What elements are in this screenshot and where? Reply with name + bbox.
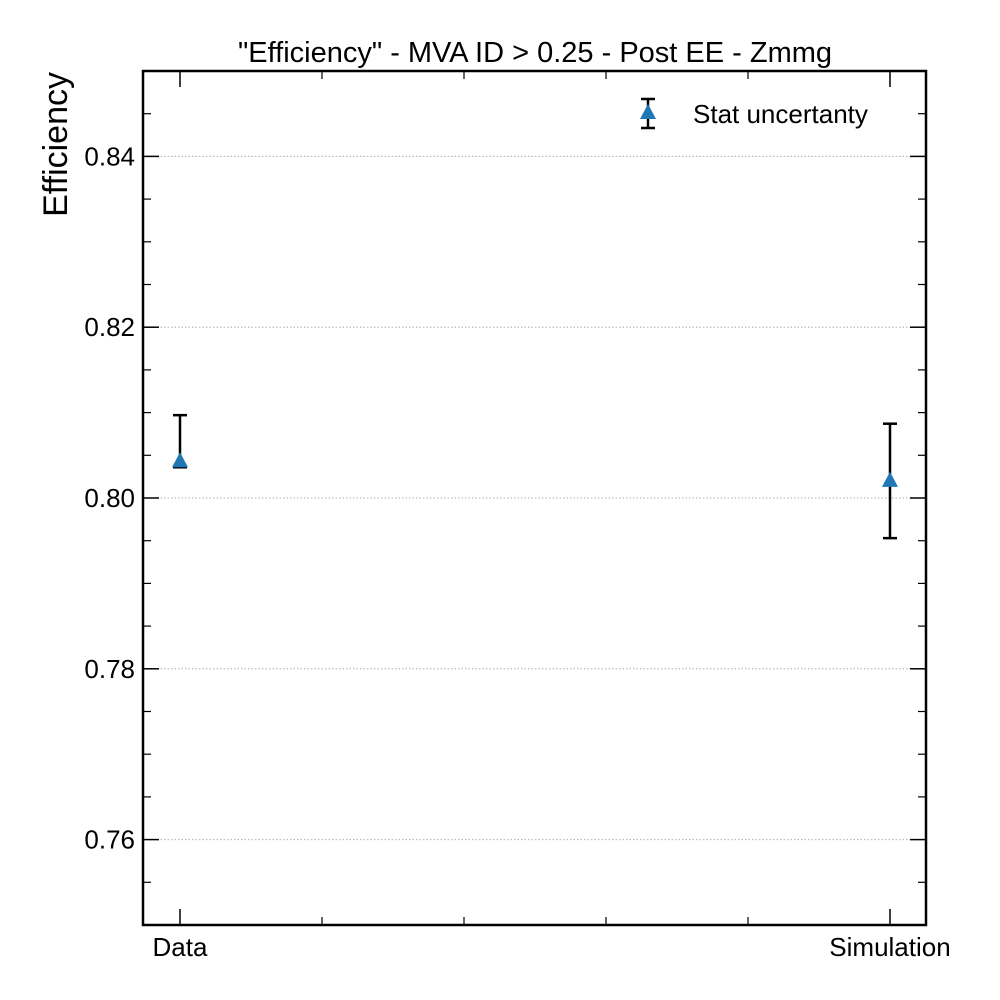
y-tick-label: 0.84 [84, 141, 135, 171]
grid-lines [143, 155, 926, 841]
y-tick-label: 0.80 [84, 483, 135, 513]
legend-label: Stat uncertanty [693, 99, 868, 129]
y-tick-label: 0.82 [84, 312, 135, 342]
data-points [172, 413, 898, 540]
y-axis-label: Efficiency [37, 72, 75, 217]
y-tick-label: 0.76 [84, 825, 135, 855]
x-tick-labels: Data Simulation [153, 932, 951, 962]
x-tick-label: Simulation [829, 932, 950, 962]
x-tick-label: Data [153, 932, 208, 962]
y-tick-labels: 0.76 0.78 0.80 0.82 0.84 [84, 141, 135, 854]
axis-ticks [143, 71, 926, 925]
chart-title: "Efficiency" - MVA ID > 0.25 - Post EE -… [238, 37, 832, 69]
legend-marker-triangle [640, 104, 656, 119]
legend: Stat uncertanty [640, 97, 868, 130]
data-point-triangle [172, 452, 188, 468]
data-point-triangle [882, 471, 898, 487]
y-tick-label: 0.78 [84, 654, 135, 684]
plot-frame [141, 69, 928, 927]
